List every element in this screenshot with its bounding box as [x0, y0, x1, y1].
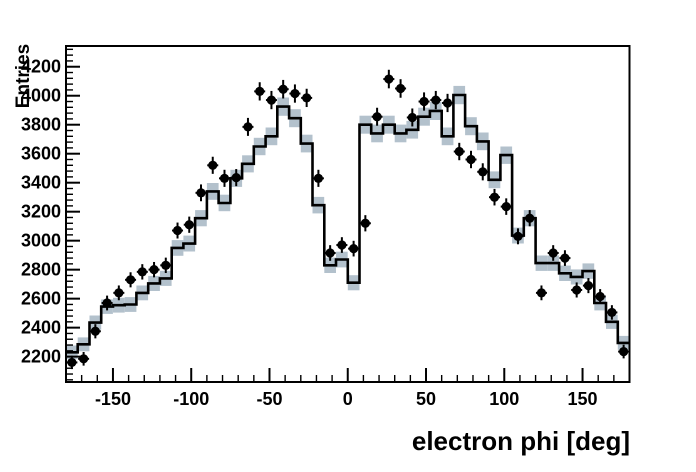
data-point-marker: [525, 213, 535, 223]
data-point-marker: [184, 220, 194, 230]
data-point-marker: [302, 93, 312, 103]
data-point-marker: [360, 218, 370, 228]
data-point-marker: [384, 74, 394, 84]
data-point-marker: [243, 122, 253, 132]
data-point-marker: [266, 95, 277, 105]
error-band: [66, 85, 630, 360]
y-tick-label: 2600: [21, 289, 61, 309]
data-point-marker: [372, 112, 382, 122]
data-point-marker: [583, 281, 594, 291]
data-point-marker: [454, 146, 464, 157]
data-point-marker: [290, 88, 300, 99]
y-tick-label: 2800: [21, 260, 61, 280]
data-point-marker: [572, 285, 582, 295]
x-tick-label: 50: [416, 389, 436, 409]
data-point-marker: [478, 167, 488, 177]
y-tick-label: 2200: [21, 347, 61, 367]
data-point-marker: [255, 86, 265, 96]
data-point-marker: [137, 267, 147, 277]
x-tick-label: -150: [95, 389, 131, 409]
data-point-marker: [208, 160, 218, 170]
histogram-line: [66, 93, 630, 354]
x-axis-title: electron phi [deg]: [412, 426, 630, 456]
data-point-marker: [90, 326, 100, 336]
data-point-marker: [349, 244, 359, 254]
y-tick-label: 3600: [21, 144, 61, 164]
data-points: [66, 69, 630, 370]
y-tick-label: 3000: [21, 231, 61, 251]
y-tick-label: 4200: [21, 57, 61, 77]
axis-tick-labels: 2200 2400 2600 2800 3000 3200 3400 3600 3800 4000…: [21, 57, 598, 409]
x-tick-label: -100: [173, 389, 209, 409]
plot-frame: [65, 45, 631, 383]
data-point-marker: [607, 307, 617, 318]
data-point-marker: [125, 275, 136, 285]
y-tick-label: 3800: [21, 115, 61, 135]
data-point-marker: [513, 231, 523, 241]
data-point-marker: [313, 173, 324, 183]
data-point-marker: [560, 253, 570, 263]
data-point-marker: [102, 298, 112, 308]
data-point-marker: [431, 95, 441, 105]
data-point-marker: [337, 240, 347, 250]
x-tick-label: -50: [256, 389, 282, 409]
data-point-marker: [79, 354, 89, 364]
data-point-marker: [466, 154, 476, 165]
histogram-step-line: [66, 93, 630, 354]
data-point-marker: [407, 112, 417, 123]
data-point-marker: [172, 225, 183, 236]
x-tick-label: 0: [343, 389, 353, 409]
data-point-marker: [149, 265, 159, 275]
data-point-marker: [489, 192, 500, 202]
data-point-marker: [419, 96, 429, 107]
data-point-marker: [231, 173, 241, 183]
data-point-marker: [114, 288, 124, 298]
data-point-marker: [548, 248, 558, 258]
y-axis-title: Entries: [13, 44, 34, 108]
y-tick-label: 3200: [21, 202, 61, 222]
data-point-marker: [278, 84, 288, 94]
data-point-marker: [161, 260, 171, 270]
axis-ticks: [65, 48, 631, 382]
frame-border: [65, 45, 631, 383]
data-point-marker: [442, 98, 453, 108]
x-tick-label: 150: [568, 389, 598, 409]
y-tick-label: 2400: [21, 318, 61, 338]
data-point-marker: [536, 288, 547, 298]
data-point-marker: [196, 188, 206, 198]
x-tick-label: 100: [489, 389, 519, 409]
y-tick-label: 4000: [21, 86, 61, 106]
data-point-marker: [219, 173, 230, 183]
data-point-marker: [501, 202, 511, 212]
y-tick-label: 3400: [21, 173, 61, 193]
data-point-marker: [395, 83, 406, 94]
data-point-marker: [595, 291, 605, 302]
data-point-marker: [325, 248, 335, 258]
data-point-marker: [619, 346, 629, 357]
